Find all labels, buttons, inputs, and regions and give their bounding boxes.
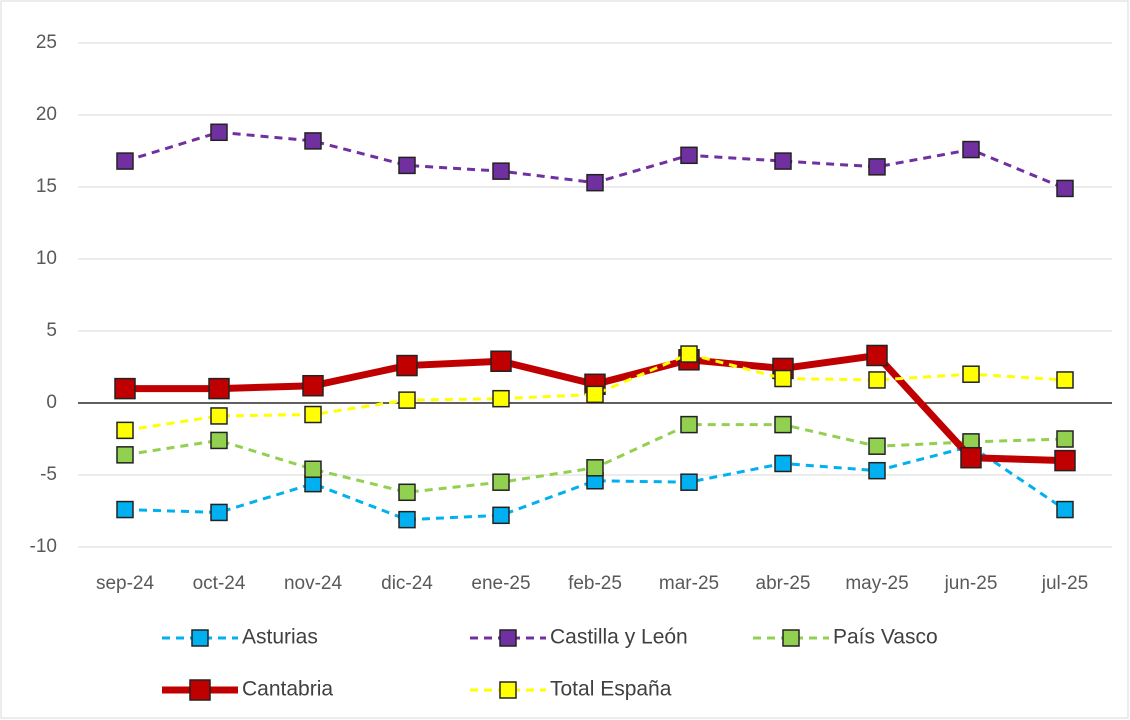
legend-label: Asturias: [242, 626, 318, 649]
marker: [114, 377, 136, 400]
marker: [302, 374, 324, 397]
marker: [1054, 449, 1076, 472]
marker: [116, 500, 134, 519]
marker: [586, 385, 604, 404]
marker: [868, 371, 886, 389]
legend-label: Total España: [550, 678, 672, 701]
marker: [1056, 179, 1074, 198]
marker: [868, 437, 886, 455]
marker: [680, 146, 698, 165]
marker: [398, 156, 416, 175]
marker: [304, 405, 322, 424]
x-tick-label: abr-25: [756, 573, 811, 594]
legend-marker: [191, 629, 209, 647]
y-tick-label: -10: [30, 536, 57, 557]
legend-label: Cantabria: [242, 678, 333, 701]
marker: [396, 354, 418, 377]
marker: [210, 123, 228, 142]
legend-marker: [499, 629, 517, 647]
marker: [774, 152, 792, 170]
marker: [116, 421, 134, 440]
series: [116, 345, 1074, 440]
series-line: [124, 444, 1066, 522]
x-tick-label: sep-24: [96, 573, 155, 594]
series: [116, 123, 1074, 198]
marker: [208, 377, 230, 400]
marker: [774, 415, 792, 434]
marker: [774, 369, 792, 388]
x-tick-label: mar-25: [659, 573, 719, 594]
marker: [210, 431, 228, 450]
marker: [492, 473, 510, 491]
y-tick-label: 25: [36, 32, 57, 53]
x-tick-label: jun-25: [944, 573, 998, 594]
x-tick-label: may-25: [845, 573, 908, 594]
x-tick-label: feb-25: [568, 573, 622, 594]
marker: [680, 415, 698, 434]
marker: [492, 389, 510, 408]
legend-marker: [189, 679, 211, 701]
marker: [1056, 430, 1074, 448]
x-tick-label: nov-24: [284, 573, 343, 594]
marker: [492, 162, 510, 180]
series-line: [124, 352, 1066, 432]
marker: [492, 506, 510, 525]
marker: [868, 461, 886, 480]
x-tick-label: ene-25: [471, 573, 530, 594]
y-tick-label: -5: [40, 464, 57, 485]
marker: [866, 344, 888, 367]
marker: [586, 173, 604, 192]
marker: [398, 510, 416, 529]
legend: Asturias Castilla y León País Vasco Cantabr…: [162, 626, 938, 701]
y-tick-label: 15: [36, 176, 57, 197]
legend-label: País Vasco: [833, 626, 938, 649]
y-tick-label: 0: [46, 392, 57, 413]
marker: [960, 446, 982, 469]
x-tick-label: dic-24: [381, 573, 433, 594]
marker: [398, 391, 416, 409]
x-tick-label: jul-25: [1041, 573, 1088, 594]
marker: [586, 459, 604, 477]
marker: [398, 483, 416, 502]
marker: [304, 474, 322, 493]
legend-marker: [782, 629, 800, 647]
legend-marker: [499, 681, 517, 699]
marker: [304, 132, 322, 150]
marker: [680, 473, 698, 491]
marker: [774, 454, 792, 473]
x-tick-label: oct-24: [193, 573, 246, 594]
marker: [116, 152, 134, 170]
marker: [680, 345, 698, 363]
marker: [962, 140, 980, 159]
marker: [116, 446, 134, 464]
marker: [210, 407, 228, 425]
y-tick-label: 5: [46, 320, 57, 341]
y-tick-label: 20: [36, 104, 57, 125]
marker: [210, 503, 228, 522]
series: [116, 415, 1074, 502]
marker: [1056, 371, 1074, 389]
marker: [1056, 500, 1074, 519]
legend-label: Castilla y León: [550, 626, 688, 649]
marker: [868, 158, 886, 176]
marker: [304, 460, 322, 478]
marker: [962, 365, 980, 383]
marker: [490, 350, 512, 372]
y-tick-label: 10: [36, 248, 57, 269]
